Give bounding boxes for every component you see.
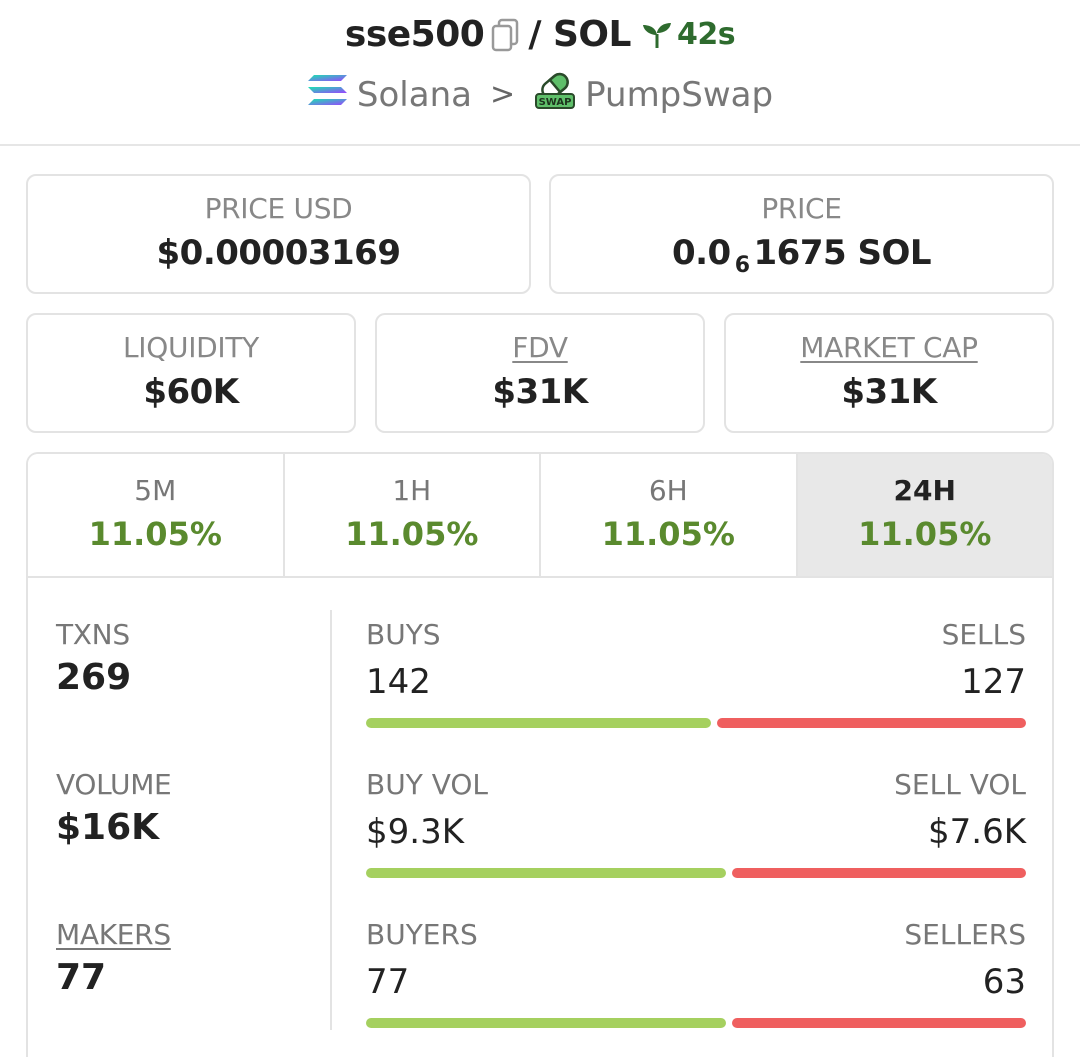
txns-label: TXNS <box>56 618 130 651</box>
fdv-card: FDV $31K <box>375 313 705 433</box>
volume-value: $16K <box>56 807 160 848</box>
price-suffix: 1675 SOL <box>753 233 932 273</box>
buyers-bar <box>366 1018 726 1028</box>
liquidity-label: LIQUIDITY <box>123 331 259 364</box>
pair-age: 42s <box>676 17 736 52</box>
tab-1h[interactable]: 1H 11.05% <box>284 454 541 576</box>
tab-label: 6H <box>648 474 688 507</box>
chevron-right-icon: > <box>489 77 516 112</box>
volume-label: VOLUME <box>56 768 172 801</box>
buyers-label: BUYERS <box>366 918 478 951</box>
makers-label[interactable]: MAKERS <box>56 918 171 951</box>
stats-divider <box>330 610 332 1030</box>
tab-6h[interactable]: 6H 11.05% <box>541 454 798 576</box>
buyers-sellers-row: BUYERS SELLERS 77 63 <box>366 918 1026 1028</box>
price-native-card: PRICE 0.0 6 1675 SOL <box>549 174 1054 294</box>
buys-value: 142 <box>366 662 431 702</box>
timeframe-tabs: 5M 11.05% 1H 11.05% 6H 11.05% 24H 11.05% <box>28 454 1052 578</box>
pair-title: sse500 / SOL 42s <box>0 14 1080 55</box>
copy-icon[interactable] <box>490 17 520 53</box>
tab-change: 11.05% <box>601 515 735 553</box>
token-symbol: sse500 <box>344 14 485 55</box>
sells-bar <box>717 718 1026 728</box>
market-cap-value: $31K <box>841 372 937 412</box>
fdv-value: $31K <box>492 372 588 412</box>
price-usd-value: $0.00003169 <box>156 233 402 273</box>
sells-value: 127 <box>961 662 1026 702</box>
tab-5m[interactable]: 5M 11.05% <box>28 454 285 576</box>
sellers-label: SELLERS <box>904 918 1026 951</box>
dex-name[interactable]: PumpSwap <box>585 74 774 115</box>
pumpswap-logo-text: SWAP <box>539 97 572 108</box>
buy-sell-volume-row: BUY VOL SELL VOL $9.3K $7.6K <box>366 768 1026 878</box>
buys-bar <box>366 718 711 728</box>
makers-stat: MAKERS 77 <box>56 918 171 998</box>
sell-vol-value: $7.6K <box>928 812 1026 852</box>
sellers-value: 63 <box>982 962 1026 1002</box>
sells-label: SELLS <box>941 618 1026 651</box>
market-cap-card: MARKET CAP $31K <box>724 313 1054 433</box>
stats-panel: 5M 11.05% 1H 11.05% 6H 11.05% 24H 11.05%… <box>26 452 1054 1057</box>
buys-label: BUYS <box>366 618 441 651</box>
market-cap-label[interactable]: MARKET CAP <box>800 331 978 364</box>
buy-vol-bar <box>366 868 726 878</box>
price-zero-count: 6 <box>734 253 750 278</box>
price-prefix: 0.0 <box>671 233 731 273</box>
chain-name[interactable]: Solana <box>356 74 472 115</box>
tab-label: 24H <box>893 474 956 507</box>
pair-header: sse500 / SOL 42s <box>0 0 1080 146</box>
makers-value: 77 <box>56 957 107 998</box>
buy-vol-value: $9.3K <box>366 812 464 852</box>
liquidity-card: LIQUIDITY $60K <box>26 313 356 433</box>
pumpswap-logo-icon: SWAP <box>533 70 577 119</box>
tab-change: 11.05% <box>88 515 222 553</box>
sell-vol-bar <box>732 868 1026 878</box>
stats-body: TXNS 269 VOLUME $16K MAKERS 77 BUYS SELL… <box>28 580 1052 1057</box>
price-native-label: PRICE <box>761 192 842 225</box>
fdv-label[interactable]: FDV <box>512 331 568 364</box>
buy-vol-label: BUY VOL <box>366 768 489 801</box>
tab-label: 5M <box>134 474 177 507</box>
buyers-value: 77 <box>366 962 410 1002</box>
pair-age-badge: 42s <box>641 17 736 52</box>
tab-24h[interactable]: 24H 11.05% <box>797 454 1052 576</box>
chain-breadcrumb: Solana > SWAP PumpSwap <box>0 70 1080 119</box>
sell-vol-label: SELL VOL <box>894 768 1026 801</box>
tab-change: 11.05% <box>345 515 479 553</box>
buys-sells-row: BUYS SELLS 142 127 <box>366 618 1026 728</box>
tab-label: 1H <box>392 474 432 507</box>
pair-separator: / <box>528 14 541 55</box>
tab-change: 11.05% <box>858 515 992 553</box>
sellers-bar <box>732 1018 1026 1028</box>
txns-value: 269 <box>56 657 132 698</box>
txns-stat: TXNS 269 <box>56 618 131 698</box>
price-usd-label: PRICE USD <box>204 192 353 225</box>
liquidity-value: $60K <box>143 372 239 412</box>
quote-symbol: SOL <box>552 14 631 55</box>
volume-stat: VOLUME $16K <box>56 768 172 848</box>
solana-logo-icon <box>307 73 349 116</box>
price-usd-card: PRICE USD $0.00003169 <box>26 174 531 294</box>
sprout-icon <box>642 22 671 48</box>
price-native-value: 0.0 6 1675 SOL <box>551 233 1052 278</box>
